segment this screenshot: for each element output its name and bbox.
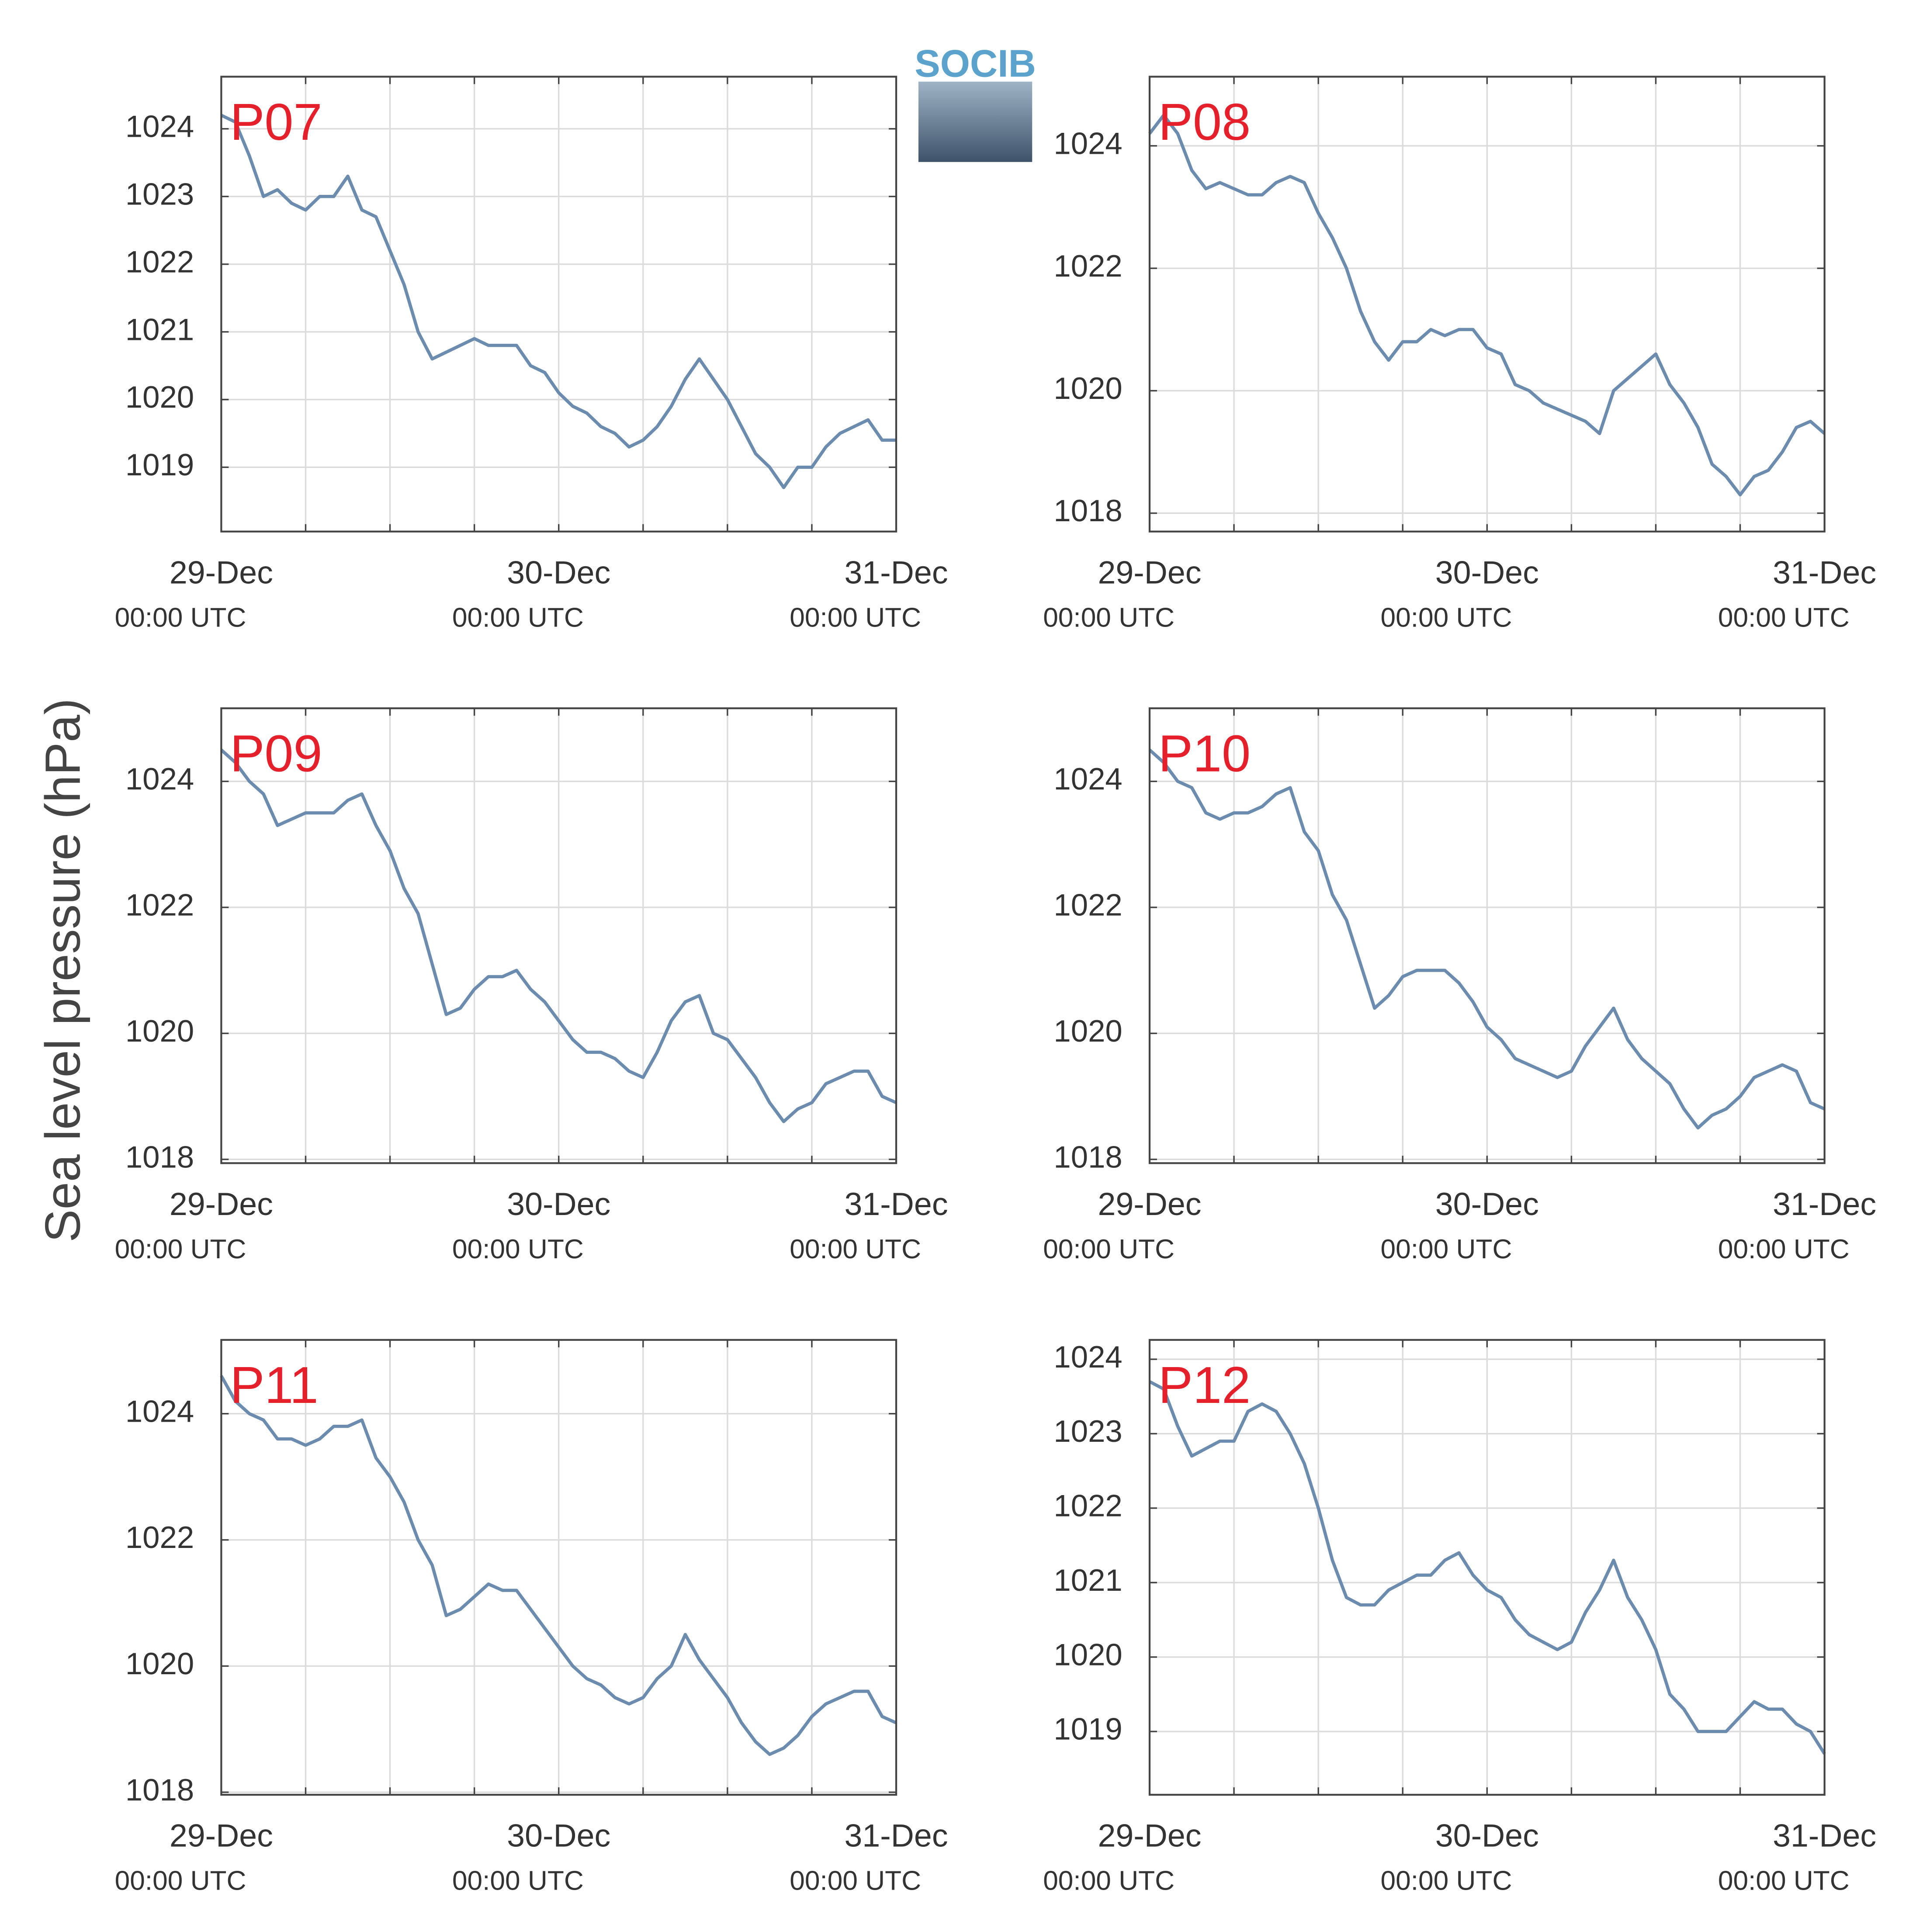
x-tick-label: 29-Dec bbox=[1098, 554, 1201, 590]
y-tick-label: 1024 bbox=[1053, 126, 1122, 161]
x-tick-label: 29-Dec bbox=[170, 1818, 273, 1854]
x-tick-label: 31-Dec bbox=[845, 1186, 948, 1222]
y-tick-label: 1024 bbox=[1053, 762, 1122, 796]
x-tick-sublabel: 00:00 UTC bbox=[1718, 602, 1850, 633]
x-tick-label: 30-Dec bbox=[1435, 554, 1539, 590]
y-tick-label: 1018 bbox=[1053, 1139, 1122, 1174]
x-tick-sublabel: 00:00 UTC bbox=[1381, 1234, 1512, 1264]
y-tick-label: 1021 bbox=[125, 312, 194, 346]
x-tick-sublabel: 00:00 UTC bbox=[1043, 1234, 1175, 1264]
panel-title: P09 bbox=[230, 724, 322, 782]
x-tick-sublabel: 00:00 UTC bbox=[452, 1234, 584, 1264]
x-tick-label: 30-Dec bbox=[507, 554, 610, 590]
y-tick-label: 1020 bbox=[125, 380, 194, 414]
y-tick-label: 1018 bbox=[125, 1773, 194, 1807]
y-tick-label: 1024 bbox=[125, 1394, 194, 1428]
panel-title: P10 bbox=[1158, 724, 1251, 782]
y-tick-label: 1020 bbox=[125, 1014, 194, 1048]
x-tick-label: 31-Dec bbox=[845, 1818, 948, 1854]
y-axis-label: Sea level pressure (hPa) bbox=[35, 698, 90, 1242]
pressure-line bbox=[220, 114, 897, 489]
y-tick-label: 1022 bbox=[1053, 249, 1122, 283]
logo-graphic bbox=[918, 81, 1032, 162]
x-tick-label: 31-Dec bbox=[845, 554, 948, 590]
x-tick-label: 29-Dec bbox=[1098, 1186, 1201, 1222]
x-tick-label: 31-Dec bbox=[1773, 1186, 1876, 1222]
y-tick-label: 1022 bbox=[125, 244, 194, 279]
y-tick-label: 1022 bbox=[1053, 1489, 1122, 1523]
y-tick-label: 1022 bbox=[125, 1520, 194, 1555]
x-tick-label: 30-Dec bbox=[1435, 1186, 1539, 1222]
plot-frame bbox=[1148, 1339, 1826, 1796]
y-tick-label: 1022 bbox=[125, 887, 194, 922]
x-tick-label: 31-Dec bbox=[1773, 554, 1876, 590]
pressure-line bbox=[1148, 748, 1826, 1130]
y-tick-label: 1024 bbox=[125, 762, 194, 796]
pressure-line bbox=[220, 748, 897, 1123]
x-tick-sublabel: 00:00 UTC bbox=[1043, 602, 1175, 633]
plot-frame bbox=[220, 1339, 897, 1796]
y-tick-label: 1023 bbox=[1053, 1414, 1122, 1448]
panel-title: P11 bbox=[230, 1356, 319, 1414]
plot-frame bbox=[220, 76, 897, 533]
y-tick-label: 1024 bbox=[1053, 1340, 1122, 1374]
x-tick-sublabel: 00:00 UTC bbox=[1718, 1866, 1850, 1896]
x-tick-sublabel: 00:00 UTC bbox=[1718, 1234, 1850, 1264]
x-tick-sublabel: 00:00 UTC bbox=[1381, 1866, 1512, 1896]
x-tick-sublabel: 00:00 UTC bbox=[115, 1866, 246, 1896]
y-tick-label: 1021 bbox=[1053, 1563, 1122, 1597]
x-tick-label: 31-Dec bbox=[1773, 1818, 1876, 1854]
plot-frame bbox=[220, 707, 897, 1164]
y-tick-label: 1018 bbox=[1053, 493, 1122, 528]
y-tick-label: 1023 bbox=[125, 177, 194, 211]
y-tick-label: 1019 bbox=[1053, 1712, 1122, 1746]
y-tick-label: 1019 bbox=[125, 447, 194, 482]
x-tick-sublabel: 00:00 UTC bbox=[115, 1234, 246, 1264]
y-tick-label: 1018 bbox=[125, 1139, 194, 1174]
y-tick-label: 1020 bbox=[125, 1646, 194, 1681]
x-tick-sublabel: 00:00 UTC bbox=[452, 1866, 584, 1896]
y-tick-label: 1020 bbox=[1053, 1014, 1122, 1048]
x-tick-label: 29-Dec bbox=[1098, 1818, 1201, 1854]
x-tick-sublabel: 00:00 UTC bbox=[115, 602, 246, 633]
y-tick-label: 1020 bbox=[1053, 371, 1122, 405]
x-tick-label: 30-Dec bbox=[507, 1186, 610, 1222]
x-tick-sublabel: 00:00 UTC bbox=[790, 602, 921, 633]
y-tick-label: 1020 bbox=[1053, 1637, 1122, 1672]
panel-title: P12 bbox=[1158, 1356, 1251, 1414]
x-tick-sublabel: 00:00 UTC bbox=[1381, 602, 1512, 633]
x-tick-sublabel: 00:00 UTC bbox=[1043, 1866, 1175, 1896]
x-tick-label: 29-Dec bbox=[170, 554, 273, 590]
y-tick-label: 1024 bbox=[125, 109, 194, 143]
panel-title: P07 bbox=[230, 93, 322, 151]
plot-frame bbox=[1148, 76, 1826, 533]
plot-frame bbox=[1148, 707, 1826, 1164]
pressure-line bbox=[1149, 1380, 1826, 1755]
x-tick-label: 30-Dec bbox=[1435, 1818, 1539, 1854]
x-tick-label: 29-Dec bbox=[170, 1186, 273, 1222]
y-tick-label: 1022 bbox=[1053, 887, 1122, 922]
x-tick-label: 30-Dec bbox=[507, 1818, 610, 1854]
panel-title: P08 bbox=[1158, 93, 1251, 151]
x-tick-sublabel: 00:00 UTC bbox=[452, 602, 584, 633]
x-tick-sublabel: 00:00 UTC bbox=[790, 1866, 921, 1896]
logo-text: SOCIB bbox=[915, 42, 1036, 85]
x-tick-sublabel: 00:00 UTC bbox=[790, 1234, 921, 1264]
pressure-line bbox=[1148, 114, 1826, 497]
pressure-line bbox=[220, 1375, 897, 1756]
